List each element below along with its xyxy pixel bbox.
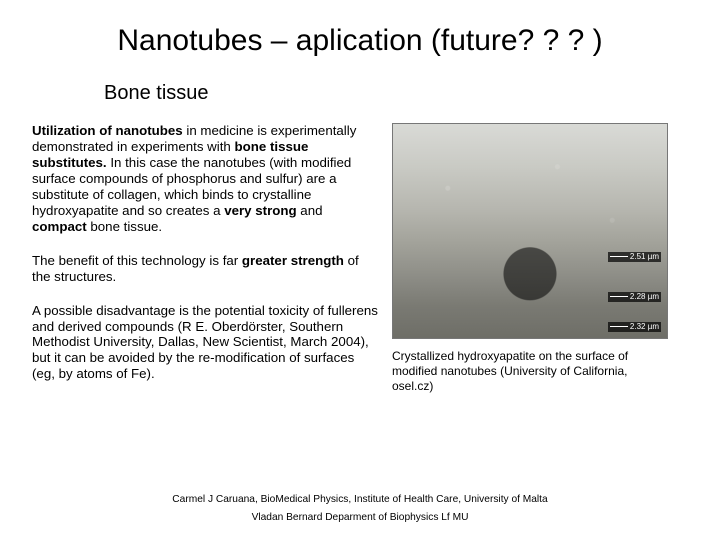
slide: Nanotubes – aplication (future? ? ? ) Bo… (0, 0, 720, 540)
text-column: Utilization of nanotubes in medicine is … (32, 123, 378, 400)
paragraph-1: Utilization of nanotubes in medicine is … (32, 123, 378, 235)
bold-greater-strength: greater strength (242, 253, 344, 268)
text: bone tissue. (87, 219, 162, 234)
tick-icon (610, 296, 628, 297)
scale-bar-3: 2.32 µm (608, 322, 661, 332)
figure-caption: Crystallized hydroxyapatite on the surfa… (392, 349, 668, 394)
bold-very-strong: very strong (224, 203, 296, 218)
slide-subtitle: Bone tissue (104, 82, 688, 105)
slide-title: Nanotubes – aplication (future? ? ? ) (32, 24, 688, 58)
footer-credits: Carmel J Caruana, BioMedical Physics, In… (0, 491, 720, 526)
scale-bar-1: 2.51 µm (608, 252, 661, 262)
text: and (297, 203, 323, 218)
scale-label: 2.28 µm (630, 292, 659, 301)
credit-line-1: Carmel J Caruana, BioMedical Physics, In… (0, 491, 720, 508)
tick-icon (610, 326, 628, 327)
bold-utilization: Utilization of nanotubes (32, 123, 183, 138)
tick-icon (610, 256, 628, 257)
text: The benefit of this technology is far (32, 253, 242, 268)
content-columns: Utilization of nanotubes in medicine is … (32, 123, 688, 400)
scale-label: 2.51 µm (630, 252, 659, 261)
paragraph-3: A possible disadvantage is the potential… (32, 303, 378, 383)
bold-compact: compact (32, 219, 87, 234)
scale-bar-2: 2.28 µm (608, 292, 661, 302)
credit-line-2: Vladan Bernard Deparment of Biophysics L… (0, 509, 720, 526)
scale-label: 2.32 µm (630, 322, 659, 331)
image-texture (393, 124, 667, 338)
figure-column: 2.51 µm 2.28 µm 2.32 µm Crystallized hyd… (392, 123, 668, 400)
sem-image: 2.51 µm 2.28 µm 2.32 µm (392, 123, 668, 339)
paragraph-2: The benefit of this technology is far gr… (32, 253, 378, 285)
